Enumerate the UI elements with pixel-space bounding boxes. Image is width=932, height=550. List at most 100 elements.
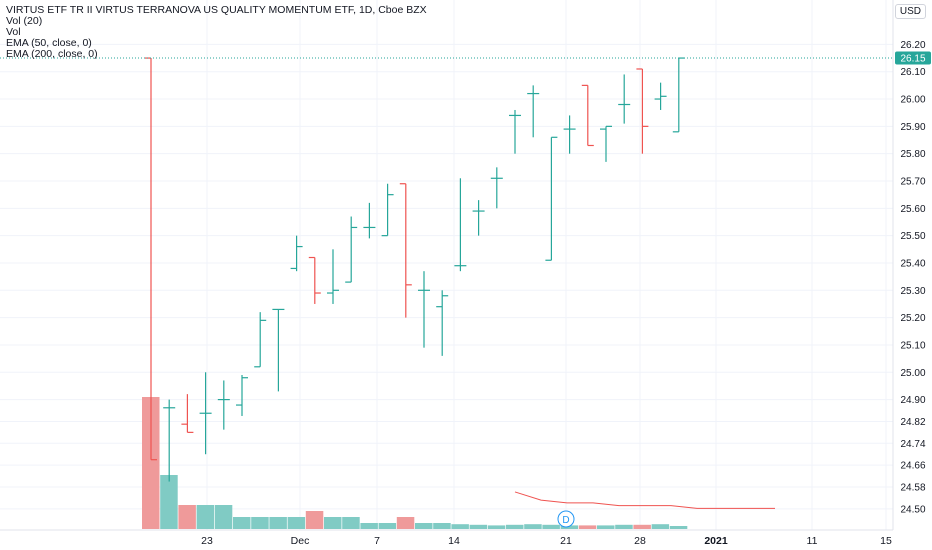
volume-bar: [396, 517, 415, 529]
volume-bar: [597, 525, 615, 529]
volume-bar: [287, 517, 306, 529]
ohlc-bar: [545, 136, 558, 261]
volume-bar: [487, 525, 506, 529]
time-tick-label: 7: [374, 535, 380, 547]
ohlc-bar: [436, 290, 449, 356]
ohlc-bars: [145, 57, 685, 482]
price-tick-label: 25.60: [900, 204, 925, 215]
dividend-marker[interactable]: D: [557, 510, 575, 528]
time-tick-label: 14: [448, 535, 460, 547]
time-tick-label: 2021: [704, 535, 728, 547]
price-tick-label: 25.50: [900, 231, 925, 242]
ohlc-bar: [527, 85, 540, 138]
price-tick-label: 24.58: [900, 483, 925, 494]
volume-bar: [433, 523, 451, 529]
volume-bar: [269, 517, 287, 529]
price-tick-label: 25.70: [900, 177, 925, 188]
ohlc-bar: [254, 312, 267, 368]
time-tick-label: 28: [634, 535, 646, 547]
volume-bar: [342, 517, 360, 529]
ohlc-bar: [472, 200, 485, 236]
price-tick-label: 24.90: [900, 395, 925, 406]
price-tick-label: 25.20: [900, 313, 925, 324]
price-tick-label: 26.00: [900, 95, 925, 106]
volume-bar: [669, 526, 688, 529]
ohlc-bar: [563, 115, 576, 154]
price-tick-label: 25.80: [900, 149, 925, 160]
ema-200-line: [514, 491, 775, 509]
price-tick-label: 24.74: [900, 439, 925, 450]
time-tick-label: 15: [880, 535, 892, 547]
price-tick-label: 26.20: [900, 40, 925, 51]
price-tick-label: 25.10: [900, 340, 925, 351]
volume-bar: [469, 524, 488, 529]
volume-bar: [578, 525, 597, 529]
volume-bar: [360, 523, 378, 529]
volume-bar: [324, 517, 342, 529]
price-tick-label: 26.10: [900, 67, 925, 78]
ohlc-bar: [199, 372, 212, 455]
ohlc-bar: [636, 68, 649, 154]
volume-bar: [196, 505, 215, 529]
volume-bar: [233, 517, 251, 529]
time-axis: 23 Dec 7 14 21 28 2021 11 15: [201, 535, 892, 547]
volume-bar: [506, 524, 524, 529]
ohlc-bar: [600, 125, 612, 162]
ohlc-bar: [236, 374, 248, 416]
ohlc-bar: [217, 380, 230, 430]
legend-vol20[interactable]: Vol (20): [6, 15, 43, 27]
ohlc-bar: [399, 183, 412, 318]
volume-bar: [615, 524, 633, 529]
time-tick-label: 21: [560, 535, 572, 547]
ohlc-bar: [654, 82, 667, 110]
volume-bar: [305, 511, 324, 529]
symbol-title[interactable]: VIRTUS ETF TR II VIRTUS TERRANOVA US QUA…: [6, 4, 427, 16]
ohlc-bar: [290, 235, 303, 272]
volume-bar: [524, 524, 542, 529]
volume-bar: [251, 517, 269, 529]
volume-bar: [142, 397, 160, 529]
currency-button[interactable]: USD: [894, 4, 926, 19]
chart-legend: VIRTUS ETF TR II VIRTUS TERRANOVA US QUA…: [6, 5, 427, 60]
ohlc-bar: [327, 249, 339, 304]
volume-bar: [378, 523, 397, 529]
volume-bar: [160, 475, 178, 529]
price-axis: 26.20 26.10 26.00 25.90 25.80 25.70 25.60 25.50…: [900, 40, 925, 515]
price-tick-label: 25.40: [900, 258, 925, 269]
volume-bar: [542, 524, 560, 529]
time-tick-label: 11: [807, 535, 818, 547]
price-tick-label: 25.30: [900, 286, 925, 297]
volume-bars: [142, 397, 688, 529]
price-tick-label: 25.00: [900, 368, 925, 379]
ohlc-bar: [272, 308, 285, 392]
dividend-marker-label: D: [562, 515, 569, 526]
time-tick-label: 23: [201, 535, 213, 547]
price-tick-label: 24.66: [900, 461, 925, 472]
legend-ema200[interactable]: EMA (200, close, 0): [6, 48, 98, 60]
volume-bar: [451, 524, 469, 529]
legend-vol[interactable]: Vol: [6, 26, 21, 38]
last-price-tag: 26.15: [895, 51, 931, 65]
ohlc-bar: [181, 394, 194, 433]
volume-bar: [633, 524, 651, 529]
price-tick-label: 24.82: [900, 417, 925, 428]
price-tick-label: 25.90: [900, 122, 925, 133]
volume-bar: [214, 505, 233, 529]
ohlc-bar: [381, 183, 394, 237]
grid: [0, 0, 893, 530]
volume-bar: [178, 505, 196, 529]
ema-line: [514, 491, 775, 509]
ohlc-bar: [618, 74, 631, 124]
volume-bar: [560, 525, 579, 529]
volume-bar: [651, 524, 670, 529]
ohlc-bar: [345, 216, 358, 283]
ohlc-bar: [454, 178, 467, 272]
price-tick-label: 24.50: [900, 504, 925, 515]
ohlc-bar: [672, 57, 685, 133]
legend-ema50[interactable]: EMA (50, close, 0): [6, 37, 92, 49]
last-price-label: 26.15: [900, 54, 925, 65]
ohlc-bar: [509, 109, 521, 154]
ohlc-bar: [418, 271, 430, 348]
ohlc-bar: [363, 202, 376, 239]
